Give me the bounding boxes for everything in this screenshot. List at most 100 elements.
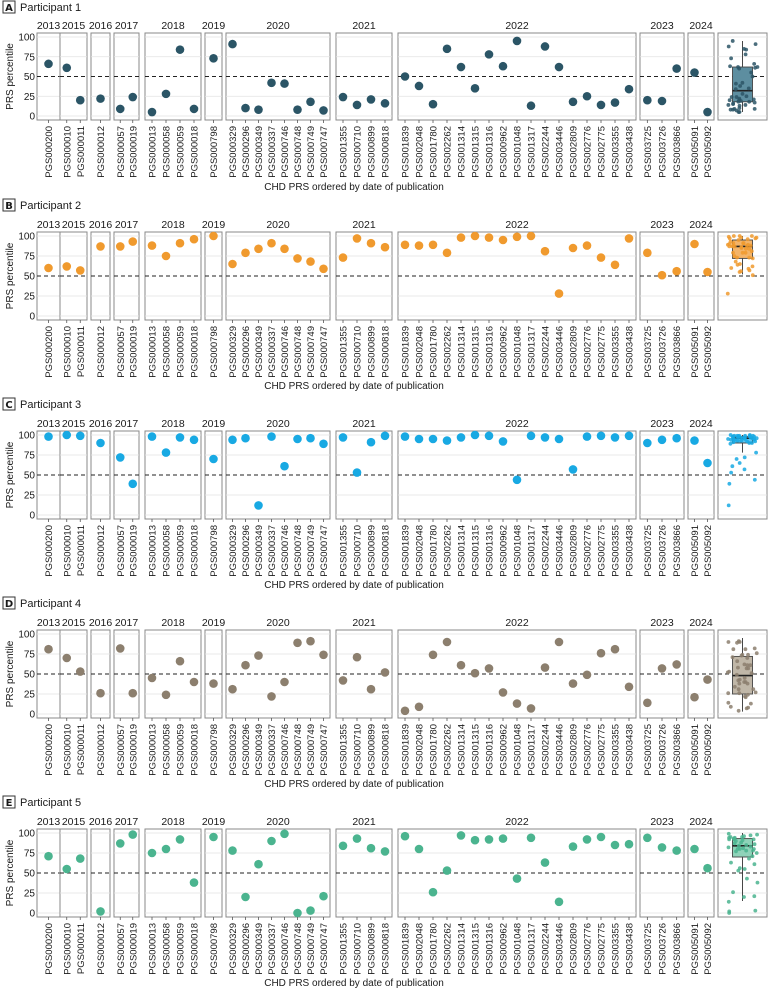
pgs-label: PGS000011 <box>76 525 87 576</box>
panel-letter-box <box>2 0 16 14</box>
data-point <box>254 501 263 510</box>
pgs-label: PGS003725 <box>643 525 654 577</box>
jitter-point <box>737 691 742 696</box>
pgs-label: PGS002244 <box>541 923 552 975</box>
jitter-point <box>747 856 751 861</box>
pgs-label: PGS001314 <box>457 326 468 378</box>
pgs-label: PGS000349 <box>254 126 265 178</box>
pgs-label: PGS003725 <box>643 923 654 975</box>
jitter-point <box>729 95 734 99</box>
panel-letter: D <box>5 599 13 610</box>
data-point <box>319 439 328 449</box>
data-point <box>703 267 712 277</box>
pgs-label: PGS002048 <box>415 923 426 975</box>
data-point <box>175 433 185 442</box>
jitter-point <box>727 242 732 246</box>
pgs-label: PGS005091 <box>690 525 701 577</box>
jitter-point <box>750 74 755 79</box>
year-label: 2022 <box>505 617 529 629</box>
jitter-point <box>749 249 754 254</box>
data-point <box>352 652 362 662</box>
data-point <box>470 430 480 440</box>
pgs-label: PGS000899 <box>367 126 378 178</box>
data-point <box>96 688 105 698</box>
year-label: 2013 <box>37 418 61 430</box>
pgs-label: PGS001314 <box>457 923 468 975</box>
jitter-point <box>746 242 750 247</box>
data-point <box>690 68 699 77</box>
year-label: 2022 <box>505 219 529 231</box>
pgs-label: PGS003438 <box>625 923 636 975</box>
pgs-label: PGS000749 <box>306 126 317 178</box>
data-point <box>338 676 348 685</box>
data-point <box>582 835 592 844</box>
data-point <box>428 240 438 250</box>
year-label: 2020 <box>266 20 290 32</box>
pgs-label: PGS001314 <box>457 126 468 178</box>
pgs-label: PGS005091 <box>690 126 701 178</box>
pgs-label: PGS002262 <box>443 126 454 178</box>
y-tick-label: 75 <box>24 252 36 263</box>
pgs-label: PGS000746 <box>280 126 291 178</box>
pgs-label: PGS005091 <box>690 326 701 378</box>
jitter-point <box>743 695 748 700</box>
data-point <box>442 866 452 875</box>
year-label: 2018 <box>161 219 185 231</box>
jitter-point <box>746 652 750 657</box>
data-point <box>241 248 250 258</box>
pgs-label: PGS001315 <box>471 525 482 577</box>
data-point <box>115 839 125 848</box>
jitter-point <box>734 81 738 86</box>
pgs-label: PGS003438 <box>625 724 636 776</box>
year-label: 2019 <box>202 816 226 828</box>
year-label: 2017 <box>115 816 139 828</box>
data-point <box>128 92 138 102</box>
y-tick-label: 75 <box>24 451 36 462</box>
pgs-label: PGS001048 <box>513 326 524 378</box>
year-label: 2013 <box>37 20 61 32</box>
pgs-label: PGS001316 <box>485 923 496 975</box>
jitter-point <box>755 65 760 69</box>
pgs-label: PGS000329 <box>228 923 239 975</box>
pgs-label: PGS000010 <box>62 923 73 975</box>
pgs-label: PGS000798 <box>209 724 220 776</box>
data-point <box>554 637 564 647</box>
pgs-label: PGS001355 <box>339 525 350 577</box>
data-point <box>428 99 438 109</box>
data-point <box>75 95 85 105</box>
y-tick-label: 100 <box>18 829 35 840</box>
data-point <box>62 262 72 271</box>
panel-a: A Participant 1 PRS percentile 0 25 50 75 100 CH… <box>2 0 768 193</box>
jitter-point <box>737 270 742 274</box>
pgs-label: PGS000329 <box>228 525 239 577</box>
pgs-label: PGS000011 <box>76 326 87 377</box>
year-label: 2016 <box>89 20 113 32</box>
pgs-label: PGS002809 <box>569 525 580 577</box>
jitter-point <box>727 98 732 103</box>
data-point <box>526 231 536 241</box>
pgs-label: PGS001317 <box>527 525 538 577</box>
y-tick-label: 25 <box>24 292 36 303</box>
pgs-label: PGS000962 <box>499 126 510 178</box>
data-point <box>306 906 315 915</box>
data-point <box>526 431 536 441</box>
pgs-label: PGS005091 <box>690 923 701 975</box>
jitter-point <box>742 455 747 460</box>
data-point <box>147 107 157 117</box>
data-point <box>657 664 667 673</box>
year-label: 2015 <box>62 816 86 828</box>
jitter-point <box>742 867 747 871</box>
jitter-point <box>739 840 744 845</box>
pgs-label: PGS000798 <box>209 923 220 975</box>
jitter-point <box>751 97 756 102</box>
data-point <box>414 81 424 91</box>
pgs-label: PGS001839 <box>401 923 412 975</box>
data-point <box>380 847 390 856</box>
jitter-point <box>745 663 750 668</box>
jitter-point <box>740 250 745 255</box>
data-point <box>380 668 390 677</box>
year-label: 2015 <box>62 418 86 430</box>
participant-title: Participant 4 <box>20 598 81 610</box>
jitter-point <box>753 690 758 695</box>
y-axis-title: PRS percentile <box>5 43 16 110</box>
